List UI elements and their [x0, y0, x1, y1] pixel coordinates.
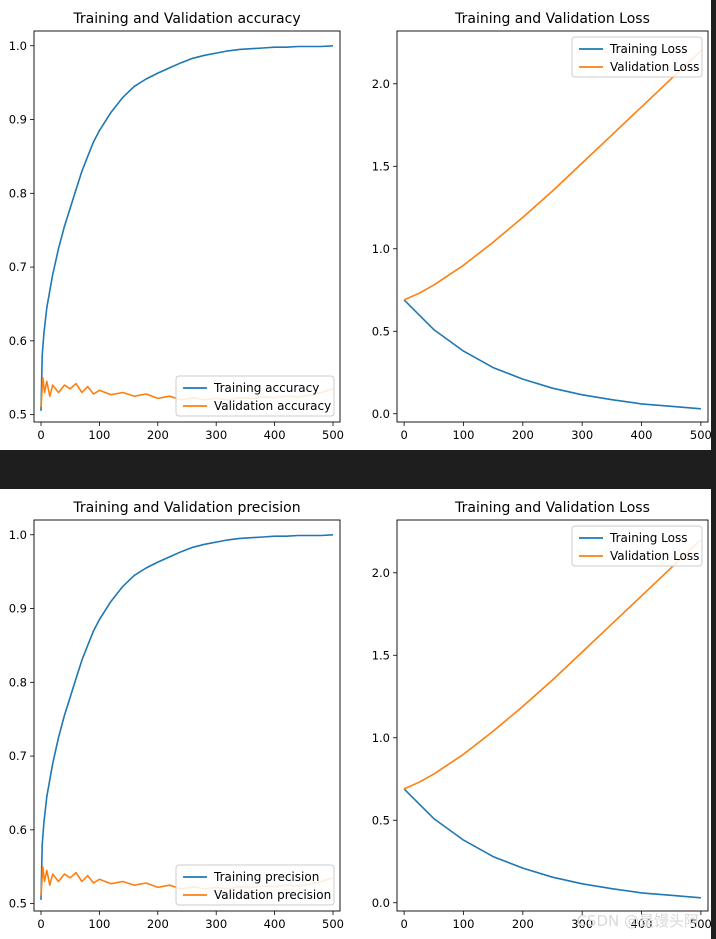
y-tick-label: 1.5 — [372, 648, 390, 662]
x-tick-label: 200 — [512, 917, 534, 931]
x-tick-label: 400 — [631, 917, 653, 931]
x-tick-label: 0 — [400, 428, 407, 442]
chart-title: Training and Validation accuracy — [72, 11, 300, 27]
y-tick-label: 0.0 — [372, 407, 390, 421]
x-tick-label: 400 — [631, 428, 653, 442]
x-tick-label: 200 — [512, 428, 534, 442]
y-tick-label: 1.0 — [9, 528, 27, 542]
legend-box — [175, 864, 335, 906]
x-tick-label: 500 — [322, 917, 344, 931]
axes-frame — [396, 30, 709, 423]
y-tick-label: 0.8 — [9, 675, 27, 689]
legend-entry-label: Training Loss — [609, 42, 687, 56]
series-line-1 — [403, 539, 702, 790]
x-tick-label: 0 — [37, 917, 44, 931]
y-tick-label: 2.0 — [372, 566, 390, 580]
legend-entry-label: Validation Loss — [610, 60, 699, 74]
y-tick-label: 0.5 — [9, 897, 27, 911]
chart-title: Training and Validation Loss — [454, 500, 650, 516]
y-tick-label: 0.9 — [9, 113, 27, 127]
y-tick-label: 0.5 — [372, 813, 390, 827]
legend-entry-label: Training Loss — [609, 531, 687, 545]
x-tick-label: 100 — [88, 428, 110, 442]
axes-frame — [396, 519, 709, 912]
chart-0: Training and Validation precision 0 100 200… — [9, 500, 344, 931]
y-tick-label: 0.0 — [372, 896, 390, 910]
series-line-1 — [403, 50, 702, 301]
figure-panel-bottom: Training and Validation precision 0 100 200… — [0, 489, 711, 939]
legend-entry-label: Validation precision — [214, 888, 331, 902]
x-tick-label: 500 — [690, 428, 711, 442]
y-tick-label: 0.6 — [9, 823, 27, 837]
x-tick-label: 400 — [264, 428, 286, 442]
y-tick-label: 1.5 — [372, 159, 390, 173]
chart-pair-bottom: Training and Validation precision 0 100 200… — [9, 500, 711, 931]
x-tick-label: 500 — [690, 917, 711, 931]
series-line-0 — [403, 299, 701, 410]
y-tick-label: 0.5 — [9, 408, 27, 422]
y-tick-label: 0.8 — [9, 186, 27, 200]
series-line-0 — [40, 45, 334, 411]
figure-panel-top: Training and Validation accuracy 0 100 200 3… — [0, 0, 711, 450]
chart-pair-top: Training and Validation accuracy 0 100 200 3… — [9, 11, 711, 442]
x-tick-label: 300 — [205, 428, 227, 442]
x-tick-label: 100 — [452, 917, 474, 931]
x-tick-label: 500 — [322, 428, 344, 442]
chart-1: Training and Validation Loss 0 100 200 300 40… — [372, 500, 711, 931]
legend-entry-label: Validation accuracy — [214, 399, 331, 413]
y-tick-label: 0.7 — [9, 260, 27, 274]
y-tick-label: 1.0 — [372, 731, 390, 745]
y-tick-label: 0.5 — [372, 324, 390, 338]
x-tick-label: 100 — [452, 428, 474, 442]
chart-1: Training and Validation Loss 0 100 200 300 40… — [372, 11, 711, 442]
legend-box — [571, 36, 703, 78]
y-tick-label: 1.0 — [9, 39, 27, 53]
series-line-0 — [403, 788, 701, 899]
y-tick-label: 2.0 — [372, 77, 390, 91]
watermark-text: CSDN @是馒头阿 — [576, 912, 699, 930]
series-line-0 — [40, 534, 334, 900]
x-tick-label: 100 — [88, 917, 110, 931]
chart-title: Training and Validation precision — [72, 500, 300, 516]
y-tick-label: 0.9 — [9, 602, 27, 616]
axes-frame — [33, 30, 341, 423]
x-tick-label: 0 — [37, 428, 44, 442]
x-tick-label: 0 — [400, 917, 407, 931]
x-tick-label: 200 — [147, 917, 169, 931]
legend-entry-label: Training precision — [213, 870, 319, 884]
chart-title: Training and Validation Loss — [454, 11, 650, 27]
axes-frame — [33, 519, 341, 912]
x-tick-label: 300 — [571, 428, 593, 442]
x-tick-label: 400 — [264, 917, 286, 931]
x-tick-label: 200 — [147, 428, 169, 442]
legend-box — [571, 525, 703, 567]
y-tick-label: 1.0 — [372, 242, 390, 256]
x-tick-label: 300 — [205, 917, 227, 931]
legend-entry-label: Training accuracy — [213, 381, 319, 395]
y-tick-label: 0.7 — [9, 749, 27, 763]
chart-0: Training and Validation accuracy 0 100 200 3… — [9, 11, 344, 442]
legend-entry-label: Validation Loss — [610, 549, 699, 563]
legend-box — [175, 375, 335, 417]
x-tick-label: 300 — [571, 917, 593, 931]
y-tick-label: 0.6 — [9, 334, 27, 348]
